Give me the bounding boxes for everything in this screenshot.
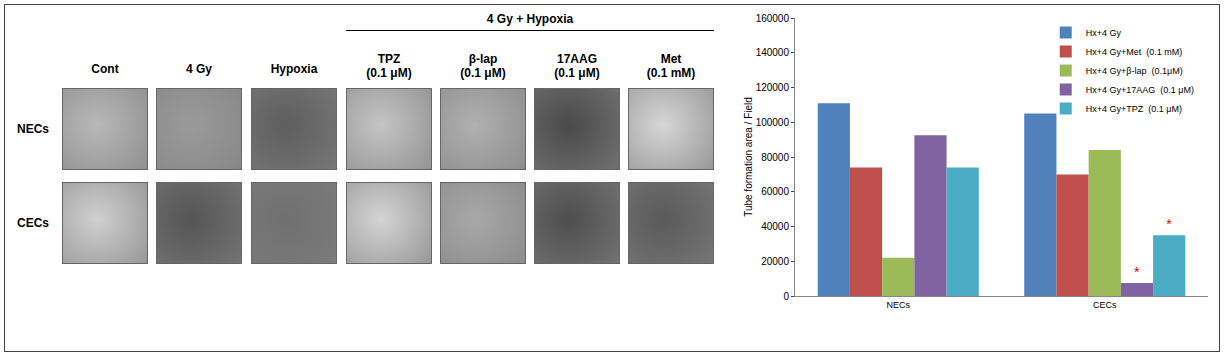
svg-text:0: 0 [783,291,789,302]
html-text:TPZ: TPZ [377,52,401,66]
svg-text:80000: 80000 [761,152,789,163]
html-text:NECs: NECs [17,122,49,136]
html-text:(0.1 μM): (0.1 μM) [554,66,600,80]
svg-text:Hx+4 Gy+β-lap (0.1μM): Hx+4 Gy+β-lap (0.1μM) [1086,66,1183,76]
svg-text:CECs: CECs [1093,300,1117,310]
html-text:β-lap: β-lap [468,52,498,66]
html-text:(0.1 μM): (0.1 μM) [460,66,506,80]
svg-text:140000: 140000 [756,47,790,58]
html-text:(0.1 mM): (0.1 mM) [646,66,696,80]
html-text:Met: Met [660,52,682,66]
html-text:CECs: CECs [17,216,49,230]
html-text:4 Gy + Hypoxia: 4 Gy + Hypoxia [486,12,574,26]
svg-text:Hx+4 Gy+TPZ (0.1 μM): Hx+4 Gy+TPZ (0.1 μM) [1086,104,1182,114]
svg-text:NECs: NECs [886,300,910,310]
svg-text:60000: 60000 [761,186,789,197]
html-text:4 Gy: 4 Gy [186,62,212,76]
svg-text:*: * [1166,216,1172,232]
svg-text:Tube formation area / Field: Tube formation area / Field [743,97,754,217]
html-text:Hypoxia: Hypoxia [270,62,318,76]
svg-text:160000: 160000 [756,13,790,24]
svg-text:120000: 120000 [756,82,790,93]
svg-text:*: * [1134,264,1140,280]
svg-text:40000: 40000 [761,221,789,232]
html-text:17AAG: 17AAG [557,52,597,66]
svg-text:Hx+4 Gy: Hx+4 Gy [1086,28,1122,38]
svg-text:20000: 20000 [761,256,789,267]
svg-text:Hx+4 Gy+17AAG (0.1 μM): Hx+4 Gy+17AAG (0.1 μM) [1086,85,1194,95]
svg-text:Hx+4 Gy+Met (0.1 mM): Hx+4 Gy+Met (0.1 mM) [1086,47,1183,57]
html-text:Cont: Cont [91,62,119,76]
html-text:(0.1 μM): (0.1 μM) [366,66,412,80]
svg-text:100000: 100000 [756,117,790,128]
